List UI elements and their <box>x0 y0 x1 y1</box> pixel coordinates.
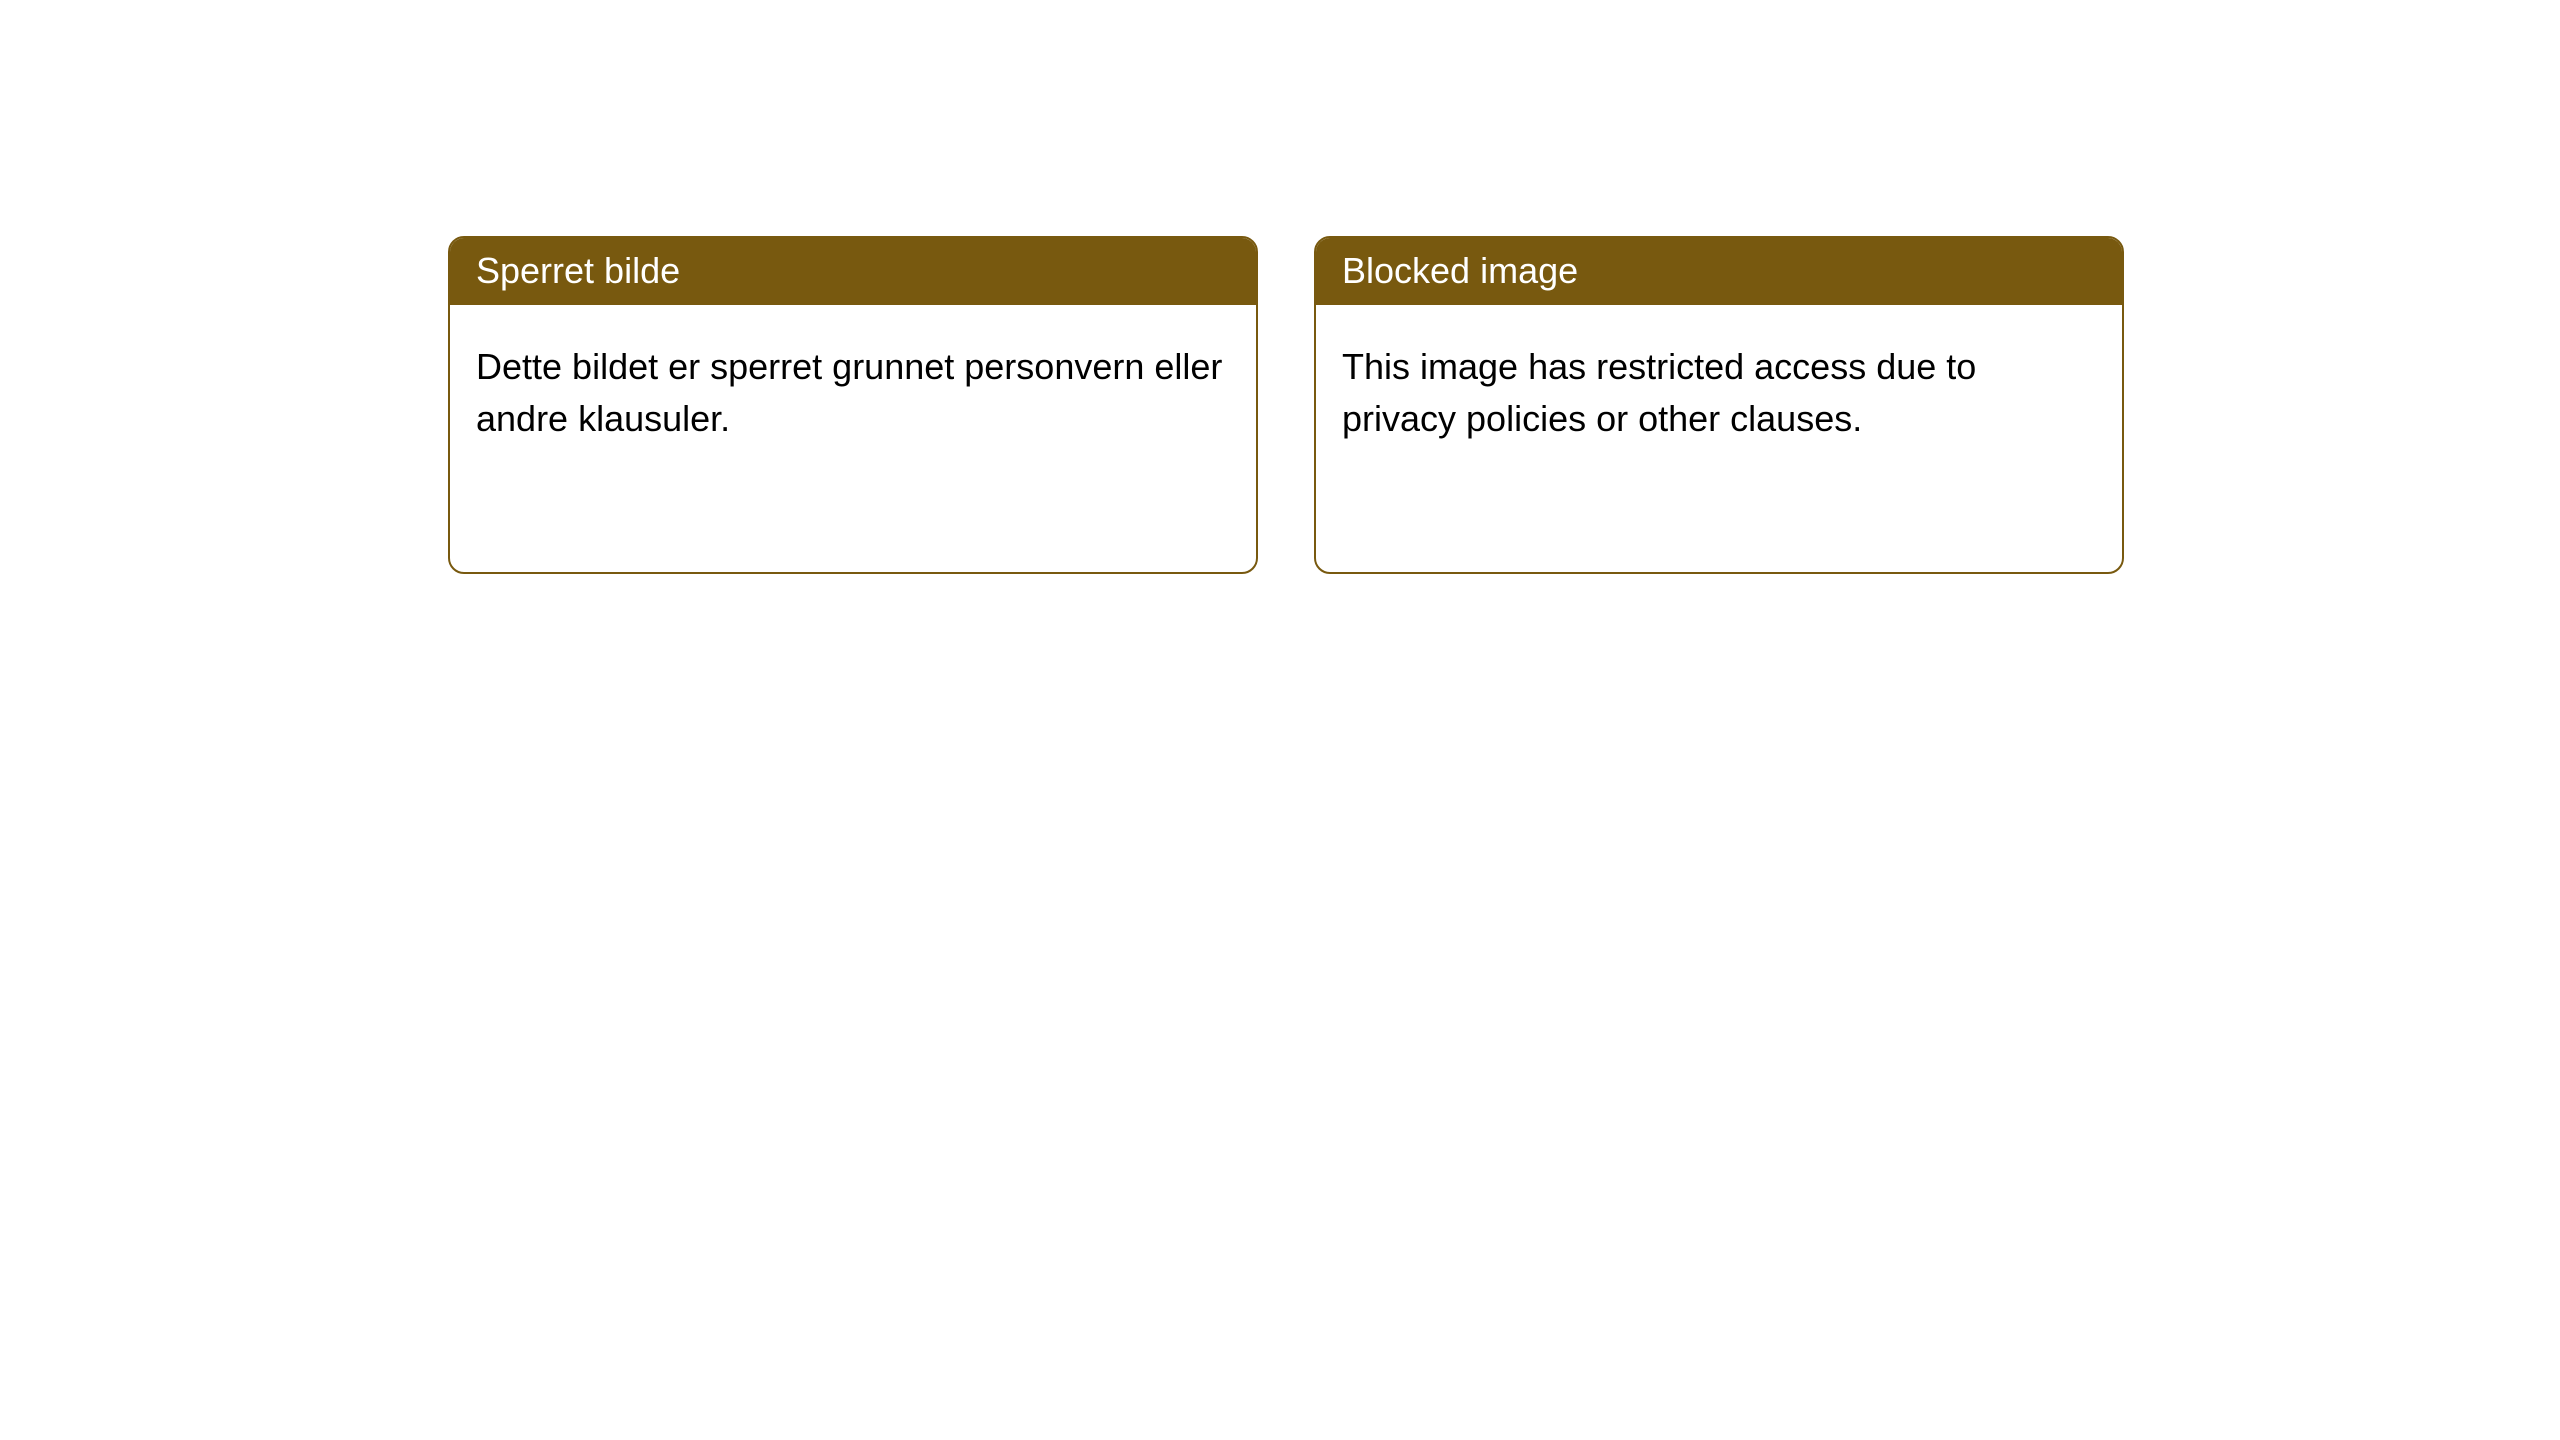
cards-container: Sperret bilde Dette bildet er sperret gr… <box>0 0 2560 574</box>
blocked-image-card-no: Sperret bilde Dette bildet er sperret gr… <box>448 236 1258 574</box>
card-body: Dette bildet er sperret grunnet personve… <box>450 305 1256 481</box>
card-body: This image has restricted access due to … <box>1316 305 2122 481</box>
card-title: Sperret bilde <box>450 238 1256 305</box>
blocked-image-card-en: Blocked image This image has restricted … <box>1314 236 2124 574</box>
card-title: Blocked image <box>1316 238 2122 305</box>
